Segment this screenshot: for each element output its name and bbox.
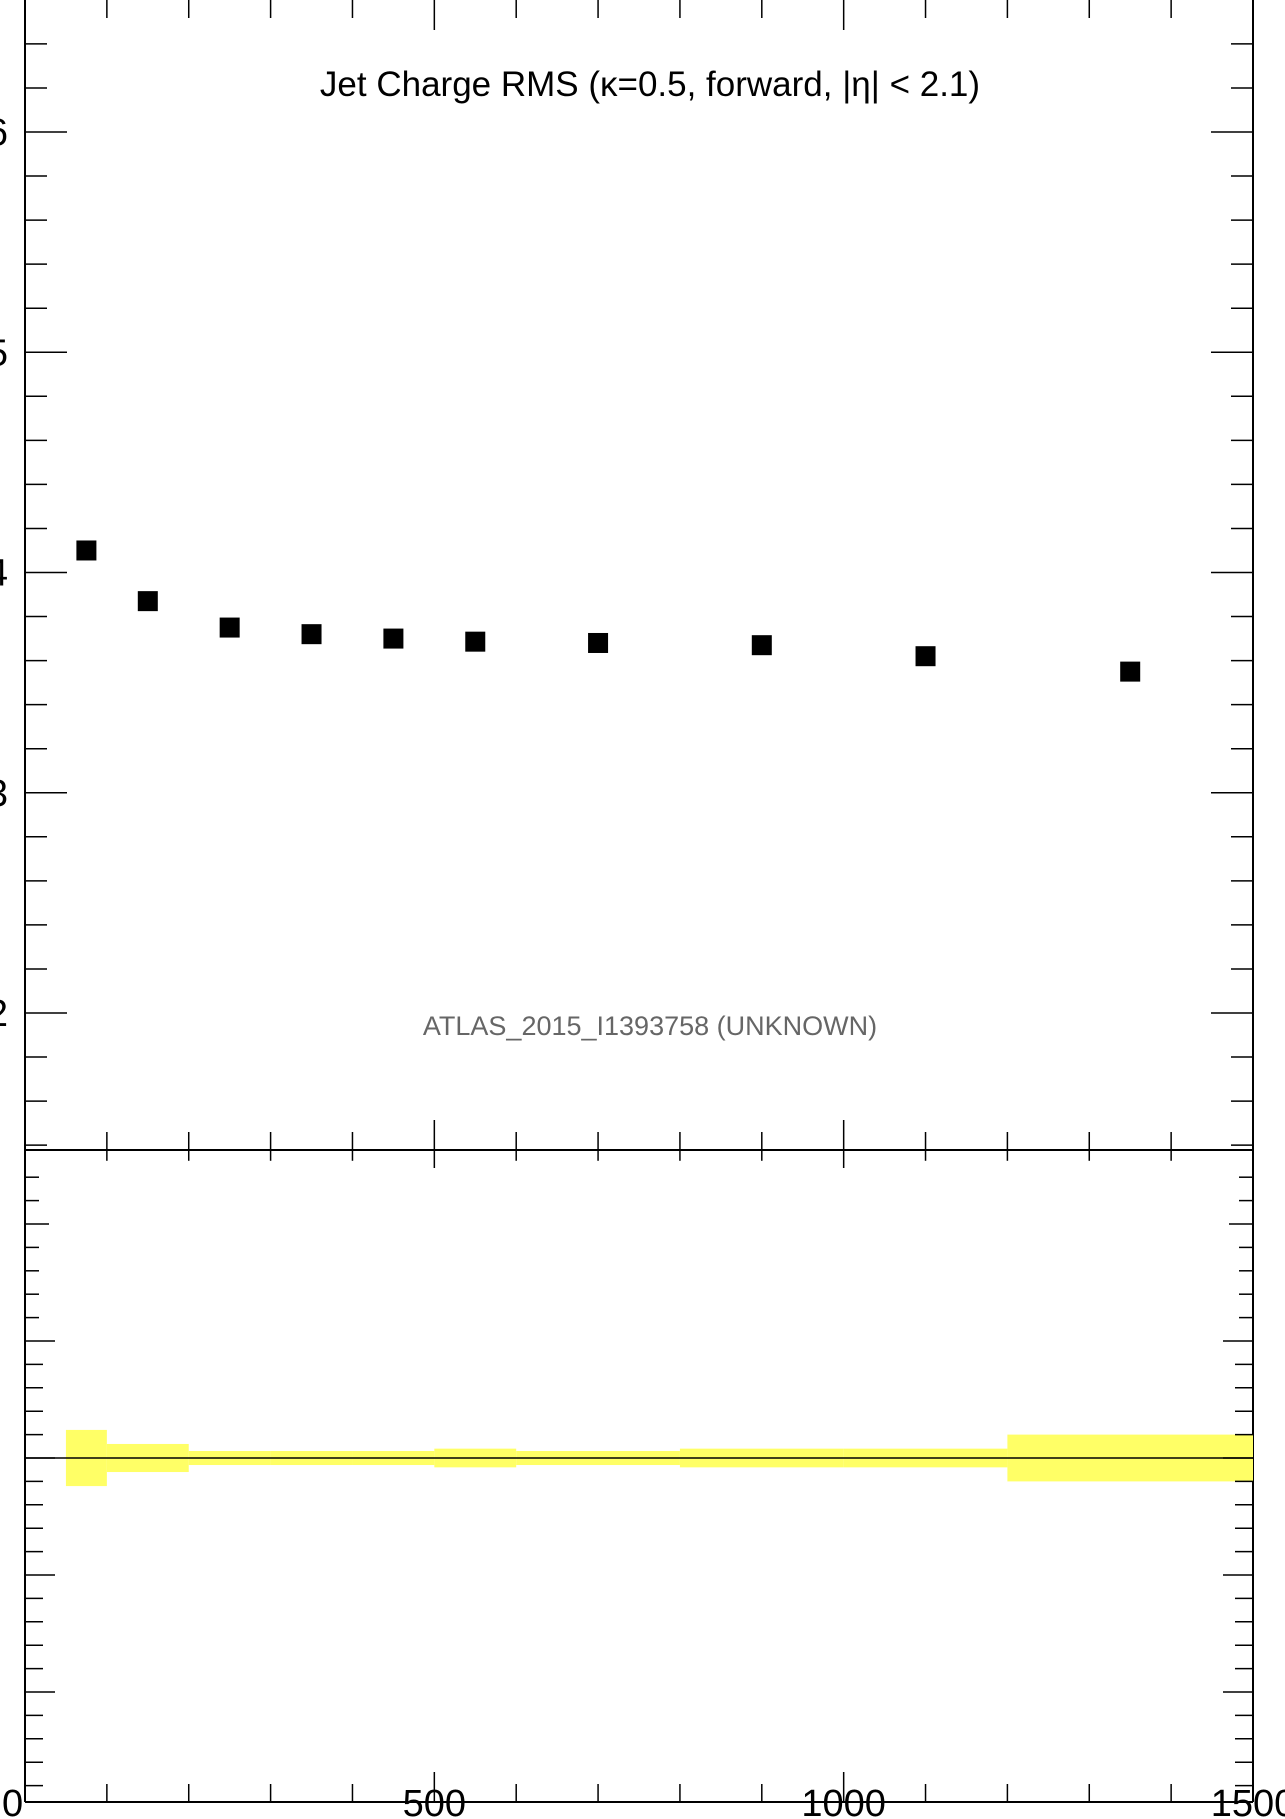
x-tick-label: 500 <box>403 1783 466 1819</box>
x-tick-label: 1000 <box>801 1783 886 1819</box>
data-point <box>76 540 97 561</box>
chart-title: Jet Charge RMS (κ=0.5, forward, |η| < 2.… <box>320 65 980 104</box>
x-tick-label: 1500 <box>1211 1783 1285 1819</box>
analysis-annotation: ATLAS_2015_I1393758 (UNKNOWN) <box>423 1011 877 1041</box>
data-point <box>219 617 240 638</box>
data-point <box>301 624 322 645</box>
data-point <box>1120 661 1141 682</box>
chart-frame <box>24 0 1254 1803</box>
axis-ticks <box>24 0 1254 1802</box>
y-tick-label: 2 <box>0 993 8 1035</box>
data-points <box>76 540 1141 682</box>
y-tick-label: 4 <box>0 553 8 595</box>
y-tick-label: 5 <box>0 332 8 374</box>
data-point <box>751 635 772 656</box>
x-tick-label: 0 <box>2 1783 23 1819</box>
data-point <box>383 628 404 649</box>
data-point <box>465 631 486 652</box>
tick-labels: 6 5 4 3 2 0 500 1000 1500 <box>0 112 1285 1819</box>
data-point <box>588 632 609 653</box>
data-point <box>137 591 158 612</box>
data-point <box>915 646 936 667</box>
y-tick-label: 6 <box>0 112 8 154</box>
y-tick-label: 3 <box>0 773 8 815</box>
